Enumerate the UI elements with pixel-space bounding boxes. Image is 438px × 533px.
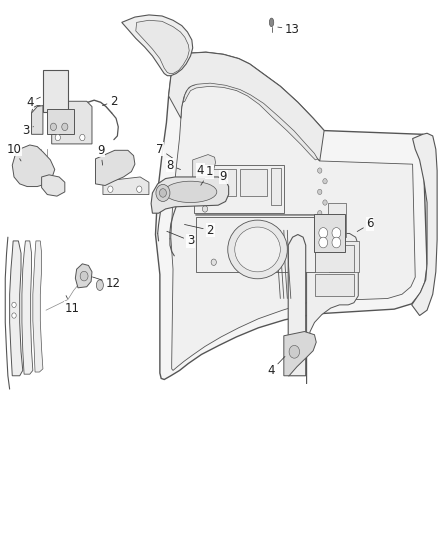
Text: 1: 1 xyxy=(201,165,213,185)
Ellipse shape xyxy=(96,280,103,290)
Ellipse shape xyxy=(202,206,208,212)
Polygon shape xyxy=(193,155,215,193)
Polygon shape xyxy=(169,52,324,161)
Text: 9: 9 xyxy=(219,171,227,183)
Ellipse shape xyxy=(211,259,216,265)
Text: 6: 6 xyxy=(357,217,374,231)
Ellipse shape xyxy=(318,168,322,173)
Polygon shape xyxy=(315,245,354,272)
Polygon shape xyxy=(194,165,284,213)
Polygon shape xyxy=(52,101,92,144)
Ellipse shape xyxy=(55,134,60,141)
Text: 2: 2 xyxy=(102,95,118,108)
Polygon shape xyxy=(47,109,74,134)
Polygon shape xyxy=(196,217,315,272)
Ellipse shape xyxy=(318,189,322,195)
Ellipse shape xyxy=(323,179,327,184)
Polygon shape xyxy=(32,106,43,134)
Text: 4: 4 xyxy=(26,96,40,109)
Polygon shape xyxy=(33,241,43,372)
Text: 9: 9 xyxy=(97,144,105,165)
Polygon shape xyxy=(136,20,189,74)
Ellipse shape xyxy=(228,220,287,279)
Polygon shape xyxy=(314,214,345,252)
Text: 7: 7 xyxy=(156,143,173,158)
Text: 4: 4 xyxy=(268,357,285,377)
Ellipse shape xyxy=(12,313,16,318)
Polygon shape xyxy=(328,203,346,237)
Text: 13: 13 xyxy=(278,23,300,36)
Text: 10: 10 xyxy=(7,143,21,161)
Ellipse shape xyxy=(332,237,341,248)
Polygon shape xyxy=(183,83,318,160)
Polygon shape xyxy=(75,264,92,288)
Ellipse shape xyxy=(108,186,113,192)
Text: 8: 8 xyxy=(166,159,180,172)
Text: 12: 12 xyxy=(92,277,120,290)
Text: 3: 3 xyxy=(23,124,33,137)
Polygon shape xyxy=(10,241,23,376)
Polygon shape xyxy=(122,15,193,76)
Ellipse shape xyxy=(319,228,328,238)
Ellipse shape xyxy=(50,123,57,131)
Ellipse shape xyxy=(323,200,327,205)
Text: 3: 3 xyxy=(167,231,194,247)
Polygon shape xyxy=(12,145,55,187)
Ellipse shape xyxy=(12,302,16,308)
Ellipse shape xyxy=(159,189,166,197)
Polygon shape xyxy=(22,241,33,374)
Text: 2: 2 xyxy=(184,224,214,237)
Polygon shape xyxy=(155,52,427,379)
Ellipse shape xyxy=(62,123,68,131)
Ellipse shape xyxy=(156,184,170,201)
Polygon shape xyxy=(240,169,267,196)
Polygon shape xyxy=(171,84,415,370)
Polygon shape xyxy=(288,235,306,376)
Ellipse shape xyxy=(80,271,88,281)
Ellipse shape xyxy=(235,227,280,272)
Polygon shape xyxy=(412,133,437,316)
Polygon shape xyxy=(315,274,354,296)
Polygon shape xyxy=(307,233,358,384)
Polygon shape xyxy=(151,177,229,213)
Polygon shape xyxy=(271,168,281,205)
Polygon shape xyxy=(42,175,65,196)
Ellipse shape xyxy=(323,243,327,248)
Ellipse shape xyxy=(319,237,328,248)
Text: 4: 4 xyxy=(197,164,205,177)
Ellipse shape xyxy=(318,211,322,216)
Ellipse shape xyxy=(137,186,142,192)
Ellipse shape xyxy=(332,228,341,238)
Polygon shape xyxy=(284,332,316,376)
Polygon shape xyxy=(103,177,149,195)
Ellipse shape xyxy=(323,221,327,227)
Polygon shape xyxy=(328,241,359,272)
Polygon shape xyxy=(43,70,68,112)
Polygon shape xyxy=(196,169,236,196)
Ellipse shape xyxy=(318,232,322,237)
Ellipse shape xyxy=(80,134,85,141)
Ellipse shape xyxy=(289,345,300,358)
Text: 11: 11 xyxy=(65,296,80,314)
Polygon shape xyxy=(95,150,135,185)
Ellipse shape xyxy=(164,181,217,203)
Ellipse shape xyxy=(207,227,212,233)
Ellipse shape xyxy=(269,18,274,27)
